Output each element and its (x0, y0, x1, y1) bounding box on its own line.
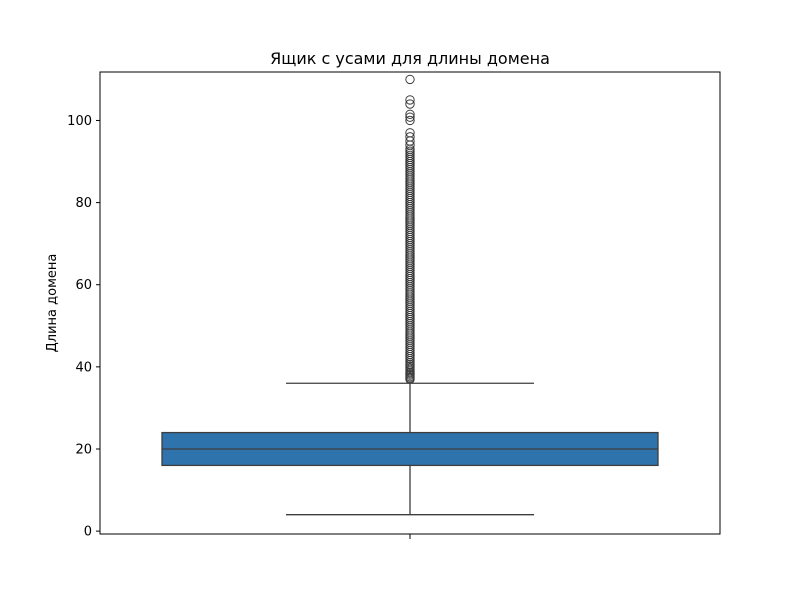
y-tick-label: 0 (84, 525, 92, 540)
y-tick-label: 80 (75, 196, 92, 211)
y-tick-label: 40 (75, 360, 92, 375)
outlier-point (405, 74, 415, 85)
outlier-point (405, 112, 415, 122)
plot-area: 0 20 40 60 80 100 (67, 71, 721, 540)
y-tick-label: 60 (75, 278, 92, 293)
y-axis-label: Длина домена (45, 254, 60, 353)
outlier-point (405, 132, 415, 142)
y-tick-label: 100 (67, 114, 92, 129)
outlier-point (405, 128, 415, 138)
outlier-point (405, 95, 415, 105)
outlier-point (405, 115, 415, 126)
outlier-point (405, 109, 415, 119)
outlier-point (405, 99, 415, 109)
chart-title: Ящик с усами для длины домена (270, 49, 550, 68)
y-tick-label: 20 (75, 442, 92, 457)
